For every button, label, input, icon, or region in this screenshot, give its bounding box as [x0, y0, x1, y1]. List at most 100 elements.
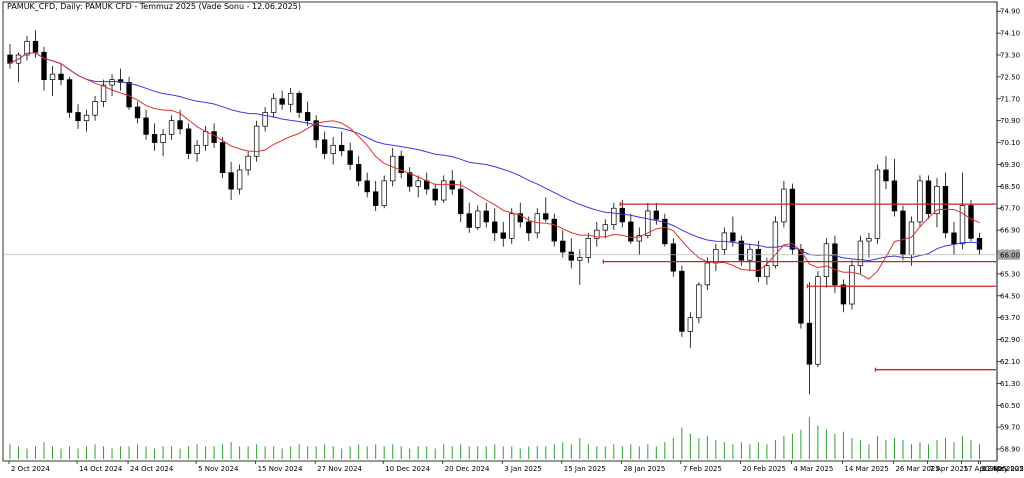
candle-down [296, 92, 302, 113]
plot-frame [2, 1, 998, 462]
x-tick-label: 14 Oct 2024 [79, 465, 123, 473]
candle-down [976, 237, 983, 250]
candle-down [347, 150, 353, 165]
candle-down [789, 188, 796, 250]
candle-down [228, 172, 234, 190]
y-tick-label: 69.30 [1000, 161, 1020, 169]
candle-up [602, 224, 608, 231]
x-tick-label: 30 Apr 2025 [980, 465, 1023, 473]
candle-down [432, 188, 438, 201]
x-tick-label: 27 Nov 2024 [317, 465, 362, 473]
candle-up [857, 240, 864, 267]
candle-down [832, 243, 838, 286]
candle-up [49, 73, 56, 80]
candle-down [543, 213, 549, 220]
candle-up [509, 213, 515, 239]
y-tick-label: 65.30 [1000, 270, 1020, 278]
y-tick-label: 59.70 [1000, 424, 1020, 432]
y-tick-label: 64.50 [1000, 292, 1020, 300]
candle-up [636, 235, 643, 242]
x-tick-label: 4 Mar 2025 [793, 465, 833, 473]
candle-down [185, 128, 192, 154]
candle-down [219, 142, 226, 174]
candle-up [330, 144, 336, 154]
y-tick-label: 67.70 [1000, 205, 1020, 213]
y-tick-label: 68.50 [1000, 183, 1020, 191]
candle-up [194, 144, 200, 154]
candle-down [653, 210, 660, 220]
candle-down [662, 218, 668, 245]
candle-down [66, 79, 73, 113]
candle-down [466, 213, 472, 228]
current-price-tag [998, 249, 1020, 260]
x-tick-label: 7 Feb 2025 [683, 465, 722, 473]
candle-up [823, 243, 830, 278]
candle-up [24, 40, 30, 56]
support-resistance-levels[interactable] [602, 202, 996, 372]
x-tick-label: 15 Jan 2025 [564, 465, 606, 473]
y-tick-label: 70.90 [1000, 117, 1020, 125]
candle-down [492, 221, 498, 234]
candle-down [560, 240, 566, 253]
candle-up [253, 125, 260, 157]
y-tick-label: 72.50 [1000, 73, 1020, 81]
x-tick-label: 15 Nov 2024 [258, 465, 303, 473]
x-tick-label: 17 Apr 2025 [963, 465, 1006, 473]
candle-down [126, 82, 132, 108]
candle-down [500, 232, 506, 239]
candle-up [168, 120, 175, 135]
candle-up [934, 185, 940, 215]
candle-down [679, 270, 685, 332]
candle-up [917, 180, 923, 223]
x-tick-label: 20 Dec 2024 [445, 465, 490, 473]
moving-average-fast [9, 52, 980, 280]
candle-up [390, 155, 396, 182]
candle-up [764, 265, 770, 278]
candle-down [407, 172, 413, 187]
candle-up [713, 248, 719, 264]
candle-down [211, 131, 217, 143]
y-tick-label: 73.30 [1000, 51, 1020, 59]
candle-up [594, 229, 600, 239]
candle-up [262, 112, 268, 127]
candle-down [398, 155, 404, 174]
candle-up [577, 257, 583, 261]
candle-down [883, 169, 889, 182]
candle-down [117, 79, 124, 83]
candle-up [270, 98, 277, 113]
candle-down [449, 180, 455, 190]
y-tick-label: 71.70 [1000, 95, 1020, 103]
candle-up [696, 284, 702, 319]
x-tick-label: 7 Apr 2025 [929, 465, 968, 473]
candle-up [866, 237, 872, 242]
y-tick-label: 74.10 [1000, 30, 1020, 38]
candle-down [75, 112, 81, 122]
y-tick-label: 62.90 [1000, 336, 1020, 344]
candle-up [381, 180, 387, 206]
candle-down [41, 51, 47, 80]
candle-down [279, 98, 285, 105]
candle-down [7, 54, 13, 64]
candle-down [730, 232, 736, 242]
x-tick-label: 28 Jan 2025 [623, 465, 665, 473]
candle-down [304, 112, 311, 122]
y-tick-label: 58.90 [1000, 446, 1020, 454]
candle-down [840, 284, 847, 305]
candle-up [959, 205, 966, 245]
candle-up [849, 265, 855, 305]
candle-up [287, 92, 294, 105]
x-tick-label: 24 Oct 2024 [130, 465, 174, 473]
candle-up [781, 188, 787, 223]
candles [7, 30, 983, 395]
y-tick-label: 74.90 [1000, 8, 1020, 16]
candle-down [458, 188, 464, 215]
x-tick-label: 14 Mar 2025 [844, 465, 888, 473]
current-price-label: 66.00 [1000, 251, 1020, 259]
candle-down [372, 191, 379, 206]
candle-up [704, 262, 711, 286]
candle-down [32, 40, 39, 53]
candle-down [526, 221, 532, 234]
y-tick-label: 60.50 [1000, 402, 1020, 410]
